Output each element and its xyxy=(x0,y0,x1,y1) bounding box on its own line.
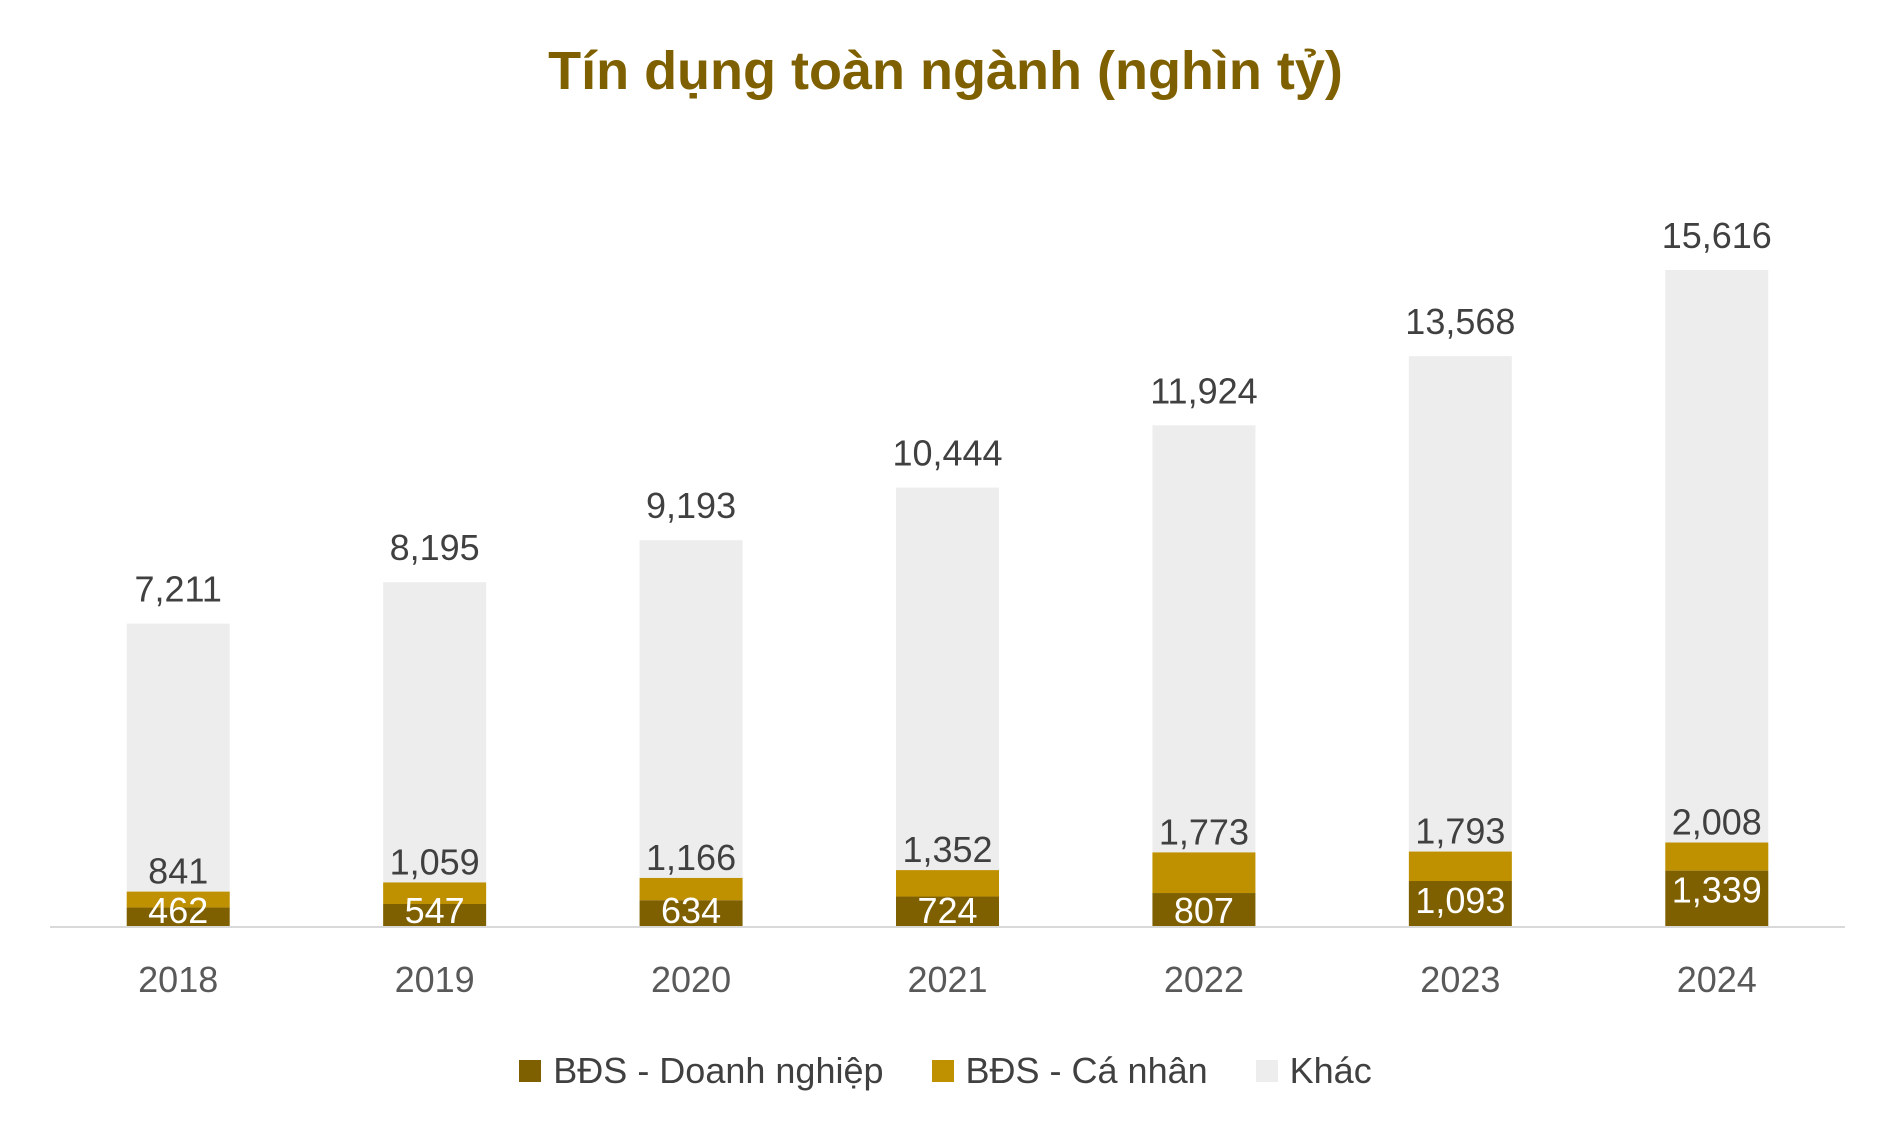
legend-swatch-bds-doanh-nghiep xyxy=(519,1060,542,1082)
data-label-bds-doanh-nghiep-2019: 547 xyxy=(405,890,465,931)
bar-bds-doanh-nghiep-2023 xyxy=(1408,881,1512,927)
data-label-bds-ca-nhan-2023: 1,793 xyxy=(1415,811,1505,852)
x-tick-label-2023: 2023 xyxy=(1420,959,1500,1000)
x-tick-label-2024: 2024 xyxy=(1677,959,1757,1000)
data-label-bds-doanh-nghiep-2021: 724 xyxy=(917,890,977,931)
data-label-khac-2019: 8,195 xyxy=(390,527,480,568)
legend-item-bds-ca-nhan: BĐS - Cá nhân xyxy=(931,1050,1208,1092)
bar-bds-ca-nhan-2018 xyxy=(126,891,230,908)
bar-bds-ca-nhan-2020 xyxy=(639,877,743,901)
bar-khac-2021 xyxy=(896,487,999,871)
bar-bds-doanh-nghiep-2024 xyxy=(1665,870,1769,927)
data-label-bds-doanh-nghiep-2024: 1,339 xyxy=(1672,870,1762,911)
data-label-bds-ca-nhan-2022: 1,773 xyxy=(1159,811,1249,852)
data-label-bds-doanh-nghiep-2020: 634 xyxy=(661,890,721,931)
x-tick-label-2022: 2022 xyxy=(1164,959,1244,1000)
data-label-bds-ca-nhan-2019: 1,059 xyxy=(390,841,480,882)
x-tick-label-2019: 2019 xyxy=(395,959,475,1000)
bar-khac-2019 xyxy=(383,582,487,883)
chart-title: Tín dụng toàn ngành (nghìn tỷ) xyxy=(548,41,1343,101)
data-label-khac-2022: 11,924 xyxy=(1150,370,1257,411)
data-label-khac-2021: 10,444 xyxy=(892,433,1002,474)
legend-label-khac: Khác xyxy=(1289,1050,1372,1091)
data-label-bds-ca-nhan-2018: 841 xyxy=(148,851,208,892)
bar-khac-2022 xyxy=(1152,425,1256,853)
data-label-bds-doanh-nghiep-2022: 807 xyxy=(1174,890,1234,931)
legend-item-khac: Khác xyxy=(1255,1050,1372,1092)
bar-bds-doanh-nghiep-2019 xyxy=(383,903,487,927)
bar-bds-doanh-nghiep-2018 xyxy=(126,907,230,927)
x-tick-label-2021: 2021 xyxy=(907,959,987,1000)
bar-khac-2023 xyxy=(1408,356,1512,852)
data-label-bds-ca-nhan-2020: 1,166 xyxy=(646,837,736,878)
data-label-khac-2024: 15,616 xyxy=(1662,215,1772,256)
legend: BĐS - Doanh nghiệp BĐS - Cá nhân Khác xyxy=(0,1050,1891,1092)
legend-label-bds-ca-nhan: BĐS - Cá nhân xyxy=(965,1050,1208,1091)
x-tick-label-2018: 2018 xyxy=(138,959,218,1000)
bar-bds-ca-nhan-2019 xyxy=(383,882,487,904)
data-label-khac-2018: 7,211 xyxy=(135,569,222,610)
bar-khac-2024 xyxy=(1665,270,1769,843)
data-label-bds-ca-nhan-2021: 1,352 xyxy=(902,829,992,870)
bar-bds-doanh-nghiep-2022 xyxy=(1152,893,1256,927)
bar-bds-ca-nhan-2022 xyxy=(1152,852,1256,894)
bar-khac-2018 xyxy=(126,623,230,892)
data-label-bds-doanh-nghiep-2018: 462 xyxy=(148,890,208,931)
bar-bds-ca-nhan-2023 xyxy=(1408,851,1512,882)
data-label-khac-2023: 13,568 xyxy=(1405,301,1515,342)
legend-label-bds-doanh-nghiep: BĐS - Doanh nghiệp xyxy=(553,1050,884,1091)
bar-bds-ca-nhan-2021 xyxy=(896,870,999,897)
data-label-bds-doanh-nghiep-2023: 1,093 xyxy=(1415,880,1505,921)
data-label-khac-2020: 9,193 xyxy=(646,485,736,526)
legend-swatch-khac xyxy=(1255,1060,1278,1082)
bar-bds-ca-nhan-2024 xyxy=(1665,842,1769,871)
x-tick-label-2020: 2020 xyxy=(651,959,731,1000)
bar-bds-doanh-nghiep-2020 xyxy=(639,900,743,927)
bar-khac-2020 xyxy=(639,540,743,878)
bar-bds-doanh-nghiep-2021 xyxy=(896,896,999,927)
legend-swatch-bds-ca-nhan xyxy=(931,1060,954,1082)
data-label-bds-ca-nhan-2024: 2,008 xyxy=(1672,802,1762,843)
legend-item-bds-doanh-nghiep: BĐS - Doanh nghiệp xyxy=(519,1050,884,1092)
